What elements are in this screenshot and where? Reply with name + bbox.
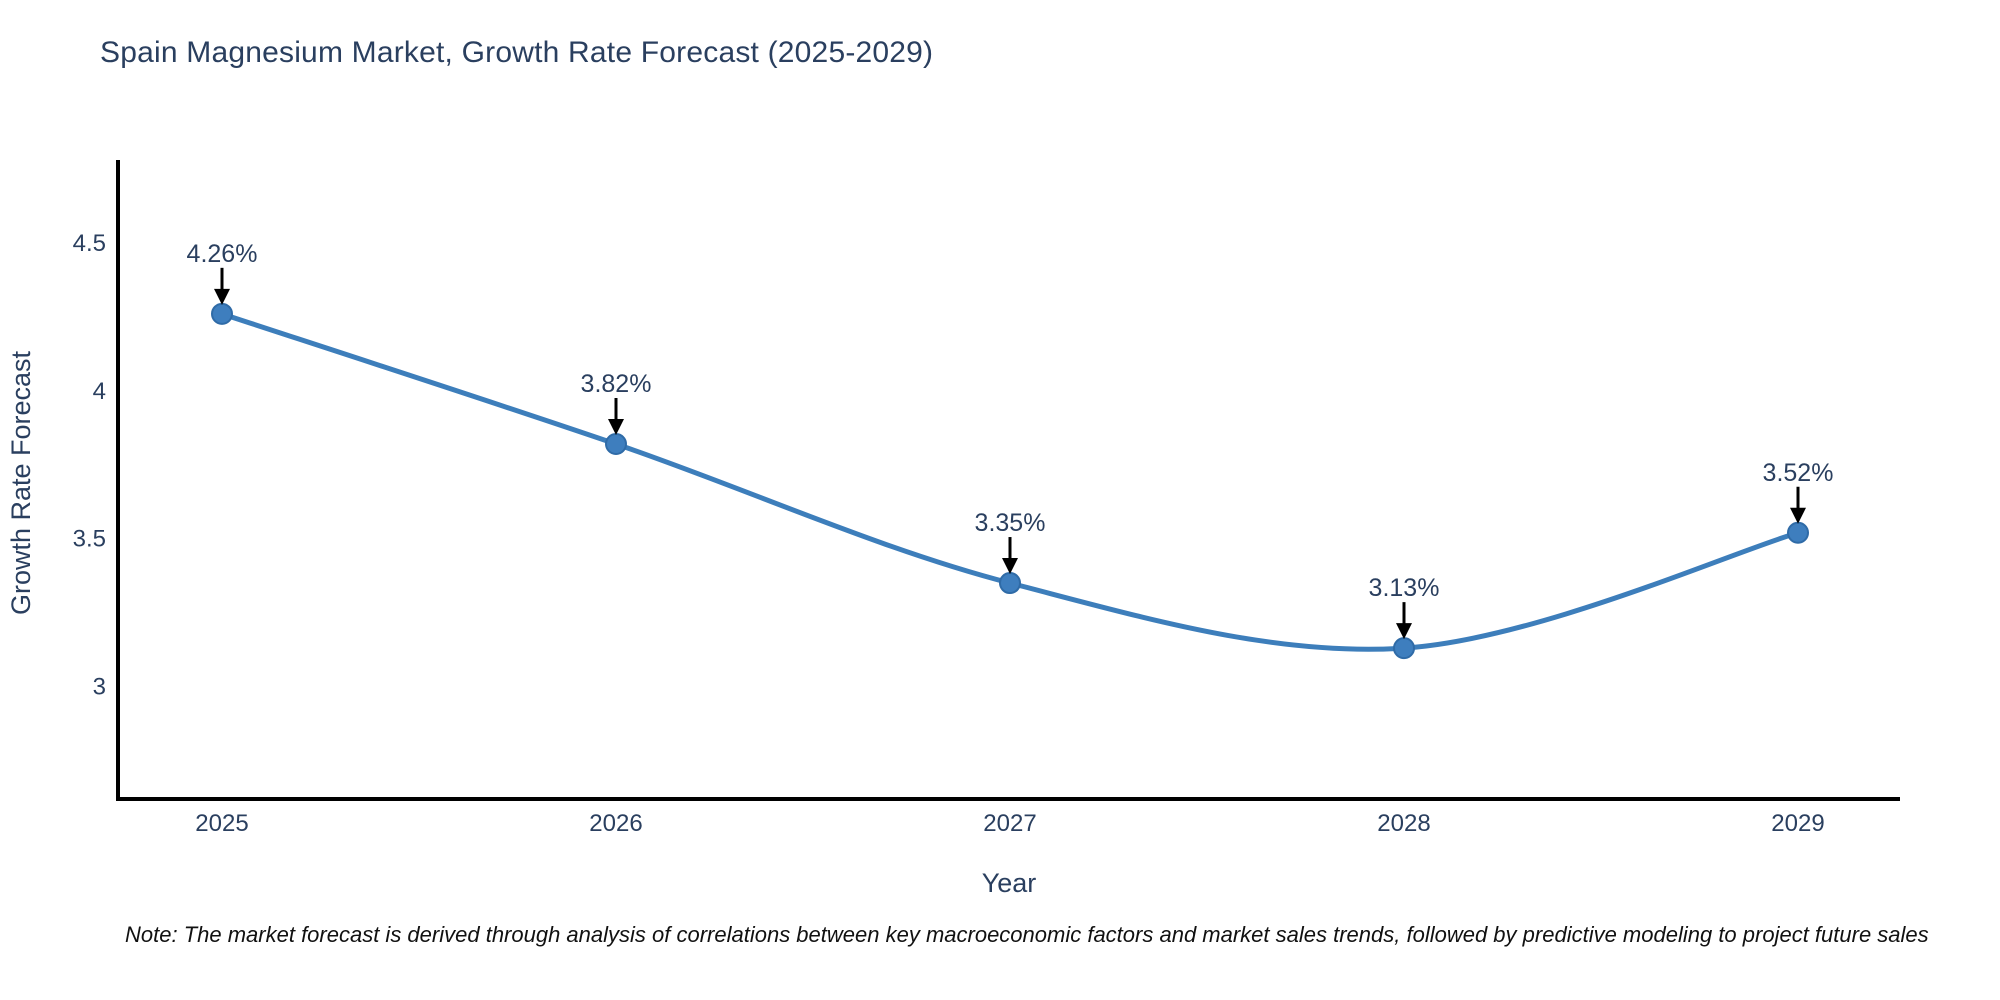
x-axis-title: Year [982,868,1037,898]
annotation-arrowhead [214,288,230,305]
point-annotation-label: 4.26% [187,240,258,268]
x-tick-label: 2026 [589,810,642,837]
point-annotation-label: 3.52% [1763,459,1834,487]
point-annotation-label: 3.35% [975,509,1046,537]
x-tick-label: 2025 [195,810,248,837]
point-annotation-label: 3.82% [581,370,652,398]
y-axis-title: Growth Rate Forecast [6,350,36,615]
series-line [219,311,1801,652]
footnote: Note: The market forecast is derived thr… [125,922,1929,947]
annotation-arrowhead [1002,558,1018,575]
data-point-marker [605,433,627,455]
x-tick-label: 2029 [1771,810,1824,837]
y-tick-label: 3 [93,674,106,701]
y-tick-label: 3.5 [73,526,106,553]
y-tick-label: 4.5 [73,230,106,257]
data-point-marker [1787,521,1809,544]
data-point-marker [1393,637,1415,660]
data-point-marker [211,302,233,325]
x-tick-label: 2027 [983,810,1036,837]
chart-title: Spain Magnesium Market, Growth Rate Fore… [100,36,934,69]
data-point-marker [999,572,1021,595]
annotation-arrowhead [1790,507,1806,524]
point-annotation-label: 3.13% [1369,574,1440,602]
annotation-arrowhead [1396,623,1412,640]
annotation-arrowhead [608,419,624,435]
x-tick-label: 2028 [1377,810,1430,837]
y-tick-label: 4 [93,378,106,405]
